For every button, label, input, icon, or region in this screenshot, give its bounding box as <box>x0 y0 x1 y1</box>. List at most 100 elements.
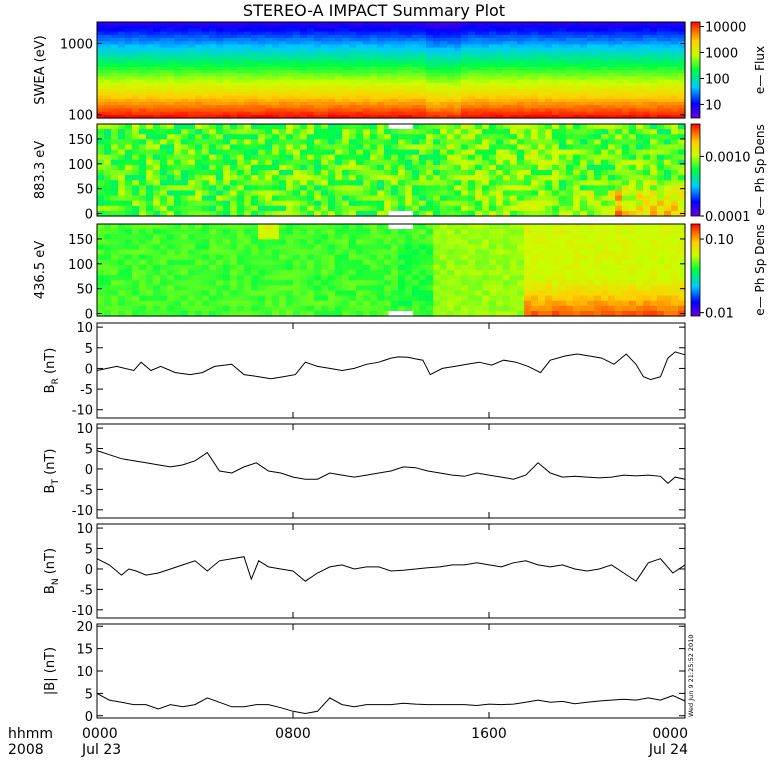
spectrogram-cell <box>342 195 350 202</box>
spectrogram-cell <box>489 95 497 100</box>
spectrogram-cell <box>293 249 301 256</box>
spectrogram-cell <box>181 190 189 197</box>
spectrogram-cell <box>230 280 238 286</box>
spectrogram-cell <box>146 41 154 45</box>
spectrogram-cell <box>643 129 651 135</box>
spectrogram-cell <box>272 95 280 100</box>
spectrogram-cell <box>349 310 357 317</box>
spectrogram-cell <box>349 22 357 26</box>
spectrogram-cell <box>251 154 259 161</box>
spectrogram-cell <box>160 244 168 251</box>
spectrogram-cell <box>636 25 644 29</box>
spectrogram-cell <box>398 60 406 65</box>
spectrogram-cell <box>538 79 546 84</box>
spectrogram-cell <box>104 300 112 307</box>
spectrogram-cell <box>356 300 364 307</box>
spectrogram-cell <box>342 310 350 317</box>
spectrogram-cell <box>580 111 588 116</box>
spectrogram-cell <box>272 108 280 113</box>
spectrogram-cell <box>433 229 441 235</box>
spectrogram-cell <box>181 254 189 261</box>
spectrogram-cell <box>286 270 294 276</box>
spectrogram-cell <box>258 205 266 212</box>
spectrogram-cell <box>531 50 539 55</box>
spectrogram-cell <box>342 190 350 197</box>
spectrogram-cell <box>160 300 168 307</box>
spectrogram-cell <box>286 234 294 240</box>
spectrogram-cell <box>237 54 245 58</box>
spectrogram-cell <box>195 76 203 81</box>
spectrogram-cell <box>517 205 525 212</box>
spectrogram-cell <box>104 124 112 130</box>
spectrogram-cell <box>244 134 252 140</box>
spectrogram-cell <box>349 25 357 29</box>
spectrogram-cell <box>104 280 112 286</box>
spectrogram-cell <box>503 114 511 119</box>
spectrogram-cell <box>398 270 406 276</box>
spectrogram-cell <box>594 79 602 84</box>
spectrogram-cell <box>293 34 301 39</box>
spectrogram-cell <box>244 79 252 84</box>
spectrogram-cell <box>279 195 287 202</box>
spectrogram-cell <box>650 175 658 181</box>
spectrogram-cell <box>328 175 336 181</box>
spectrogram-cell <box>237 159 245 166</box>
spectrogram-cell <box>153 50 161 55</box>
spectrogram-cell <box>118 50 126 55</box>
spectrogram-cell <box>188 305 196 312</box>
spectrogram-cell <box>265 54 273 58</box>
spectrogram-cell <box>412 305 420 312</box>
spectrogram-cell <box>188 105 196 109</box>
spectrogram-cell <box>272 275 280 281</box>
spectrogram-cell <box>566 70 574 74</box>
spectrogram-cell <box>566 98 574 103</box>
spectrogram-cell <box>314 82 322 87</box>
spectrogram-cell <box>489 111 497 116</box>
spectrogram-cell <box>335 154 343 161</box>
spectrogram-cell <box>279 57 287 61</box>
spectrogram-cell <box>188 54 196 58</box>
spectrogram-cell <box>447 25 455 29</box>
spectrogram-cell <box>181 305 189 312</box>
spectrogram-cell <box>608 38 616 42</box>
spectrogram-cell <box>328 41 336 45</box>
spectrogram-cell <box>608 28 616 33</box>
spectrogram-cell <box>279 76 287 81</box>
spectrogram-cell <box>440 82 448 87</box>
spectrogram-cell <box>573 70 581 74</box>
spectrogram-cell <box>482 28 490 33</box>
spectrogram-cell <box>342 154 350 161</box>
spectrogram-cell <box>419 22 427 26</box>
spectrogram-cell <box>566 82 574 87</box>
spectrogram-cell <box>216 285 224 292</box>
spectrogram-cell <box>587 210 595 217</box>
spectrogram-cell <box>496 195 504 202</box>
spectrogram-cell <box>531 139 539 146</box>
spectrogram-cell <box>419 111 427 116</box>
spectrogram-cell <box>433 290 441 297</box>
spectrogram-cell <box>216 264 224 271</box>
spectrogram-cell <box>118 154 126 161</box>
spectrogram-cell <box>678 111 686 116</box>
spectrogram-cell <box>251 295 259 302</box>
spectrogram-cell <box>489 22 497 26</box>
spectrogram-cell <box>538 47 546 52</box>
spectrogram-cell <box>286 210 294 217</box>
spectrogram-cell <box>251 239 259 246</box>
spectrogram-cell <box>293 66 301 71</box>
spectrogram-cell <box>496 28 504 33</box>
spectrogram-cell <box>412 38 420 42</box>
spectrogram-cell <box>125 44 133 49</box>
spectrogram-cell <box>657 22 665 26</box>
spectrogram-cell <box>300 154 308 161</box>
spectrogram-cell <box>321 224 329 230</box>
spectrogram-cell <box>615 205 623 212</box>
spectrogram-cell <box>405 47 413 52</box>
spectrogram-cell <box>482 195 490 202</box>
spectrogram-cell <box>363 259 371 266</box>
spectrogram-cell <box>643 154 651 161</box>
spectrogram-cell <box>615 210 623 217</box>
spectrogram-cell <box>167 50 175 55</box>
spectrogram-cell <box>97 76 105 81</box>
spectrogram-cell <box>342 73 350 77</box>
